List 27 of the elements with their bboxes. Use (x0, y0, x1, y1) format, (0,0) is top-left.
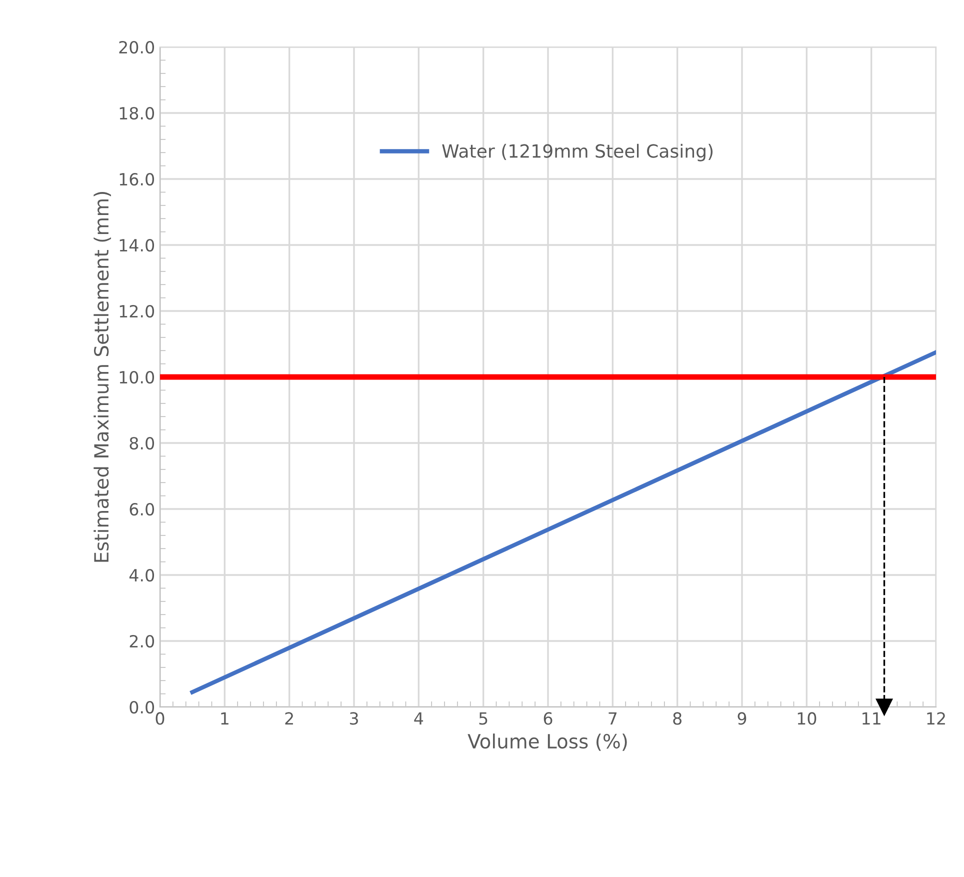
y-tick-label: 6.0 (130, 502, 154, 516)
y-tick-label: 10.0 (120, 370, 154, 384)
y-tick-label: 16.0 (120, 172, 154, 186)
y-tick-label: 4.0 (129, 568, 154, 582)
y-axis-title: Estimated Maximum Settlement (mm) (94, 192, 111, 562)
x-tick-label: 1 (221, 712, 228, 725)
y-tick-label: 14.0 (120, 238, 154, 252)
x-tick-label: 9 (738, 712, 746, 725)
x-tick-label: 6 (544, 712, 552, 725)
y-tick-label: 20.0 (119, 40, 154, 54)
x-tick-label: 12 (927, 712, 945, 725)
legend-label: Water (1219mm Steel Casing) (442, 144, 713, 162)
x-tick-label: 0 (156, 712, 164, 725)
x-tick-label: 5 (479, 712, 488, 725)
x-tick-label: 2 (285, 712, 293, 725)
y-tick-label: 18.0 (120, 106, 154, 120)
y-tick-label: 0.0 (130, 700, 154, 714)
x-tick-label: 8 (673, 712, 682, 725)
x-tick-label: 4 (414, 712, 424, 725)
y-tick-label: 12.0 (120, 304, 154, 318)
x-tick-label: 11 (862, 712, 880, 725)
x-tick-label: 7 (608, 712, 617, 725)
y-tick-label: 8.0 (130, 436, 154, 450)
y-tick-label: 2.0 (130, 634, 154, 648)
x-axis-title: Volume Loss (%) (468, 734, 627, 751)
x-tick-label: 3 (350, 712, 358, 725)
x-tick-label: 10 (798, 712, 816, 725)
